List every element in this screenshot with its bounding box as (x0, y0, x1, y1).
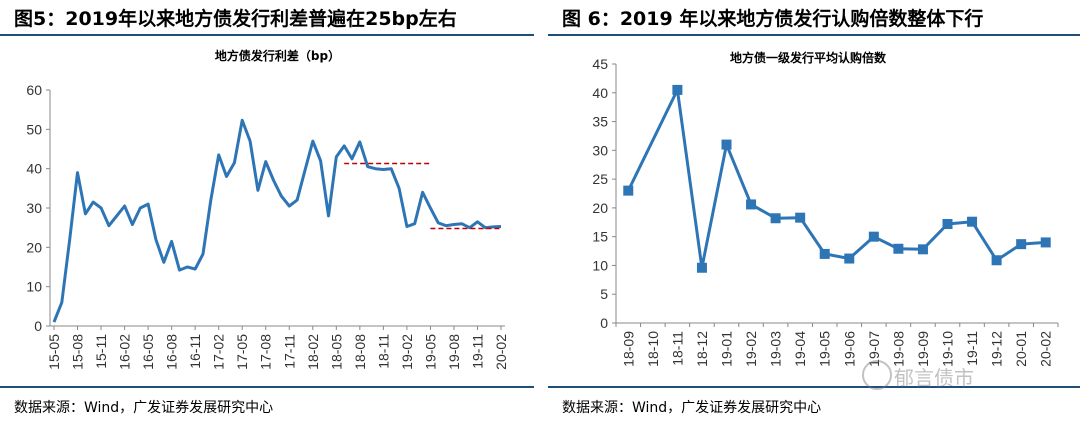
left-x-tick-label: 17-11 (281, 334, 297, 369)
right-x-tick-label: 18-12 (694, 331, 710, 367)
right-data-point (819, 248, 830, 259)
left-x-tick-label: 19-08 (446, 334, 462, 370)
right-x-tick-label: 19-04 (792, 331, 808, 367)
right-x-tick-label: 20-02 (1038, 331, 1054, 367)
left-y-tick-label: 0 (34, 318, 42, 334)
right-data-point (942, 219, 953, 230)
right-y-tick-label: 40 (592, 85, 608, 101)
right-x-tick-label: 19-02 (743, 331, 759, 367)
right-data-point (746, 199, 757, 210)
left-bottom-rule (0, 386, 534, 388)
right-x-tick-label: 20-01 (1013, 331, 1029, 367)
right-x-tick-label: 19-06 (841, 331, 857, 367)
left-top-rule (0, 34, 534, 36)
left-x-tick-label: 16-05 (140, 334, 156, 370)
right-data-point (1016, 239, 1027, 250)
left-y-tick-label: 10 (26, 279, 42, 295)
right-x-tick-label: 19-10 (940, 331, 956, 367)
left-x-tick-label: 18-11 (375, 334, 391, 369)
right-x-tick-label: 19-08 (890, 331, 906, 367)
right-data-point (967, 216, 978, 227)
right-x-tick-label: 19-12 (989, 331, 1005, 367)
left-chart: 地方债发行利差（bp） 0 10 20 30 40 50 60 15-05 15-08 15-11 1… (26, 48, 509, 370)
left-x-tick-label: 15-11 (93, 334, 109, 369)
left-x-tick-label: 19-02 (399, 334, 415, 370)
right-data-point (623, 185, 634, 196)
left-x-tick-label: 18-05 (328, 334, 344, 370)
right-data-point (917, 244, 928, 255)
left-y-tick-label: 30 (26, 200, 42, 216)
left-x-tick-label: 19-11 (469, 334, 485, 369)
right-data-point (1040, 237, 1051, 248)
right-data-point (672, 84, 683, 95)
left-x-tick-label: 17-02 (211, 334, 227, 370)
right-x-tick-label: 19-03 (768, 331, 784, 367)
right-bottom-rule (548, 386, 1080, 388)
right-y-tick-label: 25 (592, 171, 608, 187)
right-data-point (868, 231, 879, 242)
right-data-point (991, 255, 1002, 266)
left-x-tick-label: 17-08 (258, 334, 274, 370)
left-x-tick-label: 15-05 (46, 334, 62, 370)
left-series-line (52, 118, 502, 323)
right-x-tick-label: 19-09 (915, 331, 931, 367)
left-x-tick-label: 18-02 (305, 334, 321, 370)
left-y-tick-label: 20 (26, 239, 42, 255)
right-data-point (721, 139, 732, 150)
left-x-tick-label: 16-02 (117, 334, 133, 370)
right-data-point (770, 213, 781, 224)
right-y-tick-label: 20 (592, 200, 608, 216)
right-series-line (626, 88, 1046, 270)
right-data-point (893, 243, 904, 254)
right-x-tick-label: 18-11 (669, 331, 685, 366)
right-x-tick-label: 19-01 (719, 331, 735, 367)
right-y-tick-label: 45 (592, 56, 608, 72)
right-data-point (696, 262, 707, 273)
right-figure-title: 图 6：2019 年以来地方债发行认购倍数整体下行 (562, 8, 984, 30)
right-y-tick-label: 10 (592, 257, 608, 273)
left-y-tick-label: 60 (26, 82, 42, 98)
right-chart: 地方债一级发行平均认购倍数 0 5 10 15 20 25 30 35 40 45 18-09 18-1… (592, 50, 1059, 367)
left-x-tick-label: 20-02 (493, 334, 509, 370)
left-figure-panel: 图5：2019年以来地方债发行利差普遍在25bp左右 地方债发行利差（bp） 0 1… (0, 0, 534, 421)
left-y-tick-label: 50 (26, 121, 42, 137)
wechat-icon (862, 360, 892, 390)
right-data-point (795, 212, 806, 223)
left-x-tick-label: 18-08 (352, 334, 368, 370)
right-figure-panel: 图 6：2019 年以来地方债发行认购倍数整体下行 地方债一级发行平均认购倍数 0… (548, 0, 1080, 421)
right-y-tick-label: 0 (600, 315, 608, 331)
watermark-text: 郁言债市 (894, 366, 974, 390)
watermark: 郁言债市 (862, 360, 974, 391)
left-x-tick-label: 17-05 (234, 334, 250, 370)
right-chart-title: 地方债一级发行平均认购倍数 (730, 50, 887, 65)
right-x-tick-label: 19-07 (866, 331, 882, 367)
right-y-tick-label: 5 (600, 286, 608, 302)
left-source-note: 数据来源：Wind，广发证券发展研究中心 (14, 400, 274, 416)
right-top-rule (548, 34, 1080, 36)
right-y-tick-label: 35 (592, 114, 608, 130)
right-y-tick-label: 15 (592, 229, 608, 245)
left-y-tick-label: 40 (26, 161, 42, 177)
left-x-tick-label: 15-08 (70, 334, 86, 370)
left-chart-title: 地方债发行利差（bp） (215, 48, 340, 63)
right-x-tick-label: 18-09 (620, 331, 636, 367)
right-y-tick-label: 30 (592, 142, 608, 158)
right-source-note: 数据来源：Wind，广发证券发展研究中心 (562, 400, 822, 416)
left-x-tick-label: 19-05 (422, 334, 438, 370)
left-figure-title: 图5：2019年以来地方债发行利差普遍在25bp左右 (14, 8, 457, 30)
right-x-tick-label: 19-11 (964, 331, 980, 366)
left-x-tick-label: 16-11 (187, 334, 203, 369)
right-x-tick-label: 18-10 (645, 331, 661, 367)
left-x-tick-label: 16-08 (164, 334, 180, 370)
right-data-point (844, 253, 855, 264)
right-x-tick-label: 19-05 (817, 331, 833, 367)
